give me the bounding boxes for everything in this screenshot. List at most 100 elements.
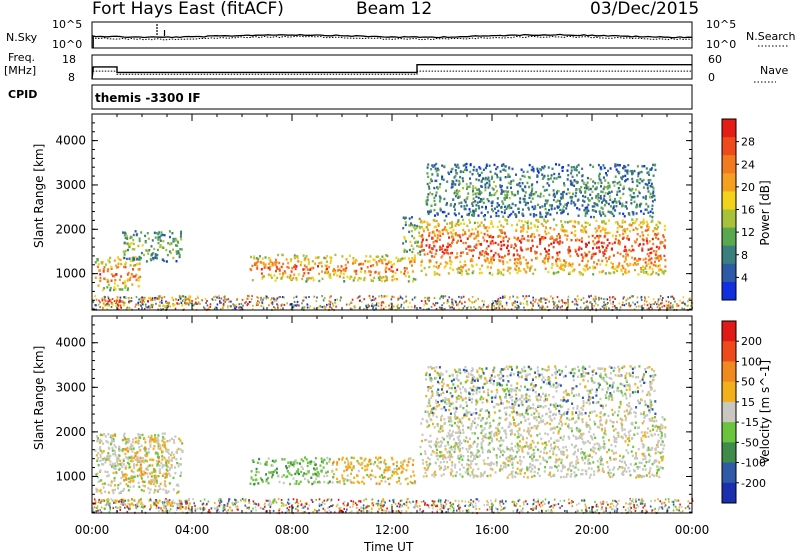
- data-cell: [379, 467, 381, 470]
- data-cell: [646, 187, 649, 190]
- data-cell: [625, 271, 628, 274]
- data-cell: [245, 300, 247, 303]
- data-cell: [468, 299, 471, 302]
- data-cell: [313, 467, 315, 470]
- data-cell: [514, 300, 516, 303]
- data-cell: [624, 268, 627, 271]
- data-cell: [526, 239, 529, 242]
- data-cell: [462, 218, 465, 222]
- data-cell: [442, 295, 445, 298]
- data-cell: [175, 298, 177, 301]
- data-cell: [403, 272, 406, 275]
- data-cell: [555, 453, 558, 457]
- data-cell: [644, 257, 647, 260]
- data-cell: [138, 499, 141, 502]
- data-cell: [457, 271, 460, 274]
- data-cell: [544, 203, 546, 206]
- data-cell: [114, 279, 117, 282]
- data-cell: [594, 187, 597, 191]
- data-cell: [664, 259, 667, 262]
- data-cell: [329, 273, 332, 276]
- data-cell: [490, 266, 492, 269]
- data-cell: [603, 198, 606, 202]
- data-cell: [334, 299, 336, 301]
- data-cell: [541, 215, 544, 219]
- data-cell: [274, 261, 277, 264]
- data-cell: [653, 227, 656, 230]
- data-cell: [99, 449, 102, 452]
- data-cell: [649, 303, 652, 306]
- data-cell: [464, 231, 466, 234]
- data-cell: [119, 296, 122, 299]
- data-cell: [610, 261, 613, 264]
- data-cell: [614, 165, 617, 168]
- data-cell: [622, 232, 624, 236]
- data-cell: [121, 472, 124, 475]
- data-cell: [450, 231, 453, 234]
- data-cell: [322, 299, 325, 302]
- data-cell: [562, 190, 565, 194]
- data-cell: [474, 463, 477, 466]
- data-cell: [640, 202, 643, 205]
- data-cell: [657, 273, 660, 276]
- data-cell: [571, 175, 574, 178]
- data-cell: [469, 170, 472, 174]
- data-cell: [568, 191, 571, 195]
- data-cell: [516, 192, 519, 195]
- data-cell: [451, 306, 453, 309]
- data-cell: [583, 181, 586, 185]
- data-cell: [607, 202, 610, 206]
- data-cell: [436, 229, 439, 232]
- data-cell: [444, 295, 447, 298]
- data-cell: [619, 252, 622, 256]
- data-cell: [298, 304, 300, 307]
- data-cell: [584, 225, 587, 229]
- data-cell: [588, 250, 591, 254]
- data-cell: [449, 260, 452, 263]
- data-cell: [422, 237, 424, 240]
- data-cell: [325, 462, 328, 465]
- data-cell: [658, 246, 661, 249]
- data-cell: [403, 306, 405, 309]
- data-cell: [400, 471, 403, 474]
- data-cell: [264, 256, 267, 259]
- data-cell: [545, 254, 548, 257]
- data-cell: [519, 178, 522, 181]
- data-cell: [147, 450, 150, 454]
- data-cell: [603, 307, 605, 310]
- data-cell: [369, 264, 372, 268]
- data-cell: [166, 450, 169, 453]
- data-cell: [103, 266, 106, 269]
- data-cell: [235, 305, 238, 308]
- data-cell: [402, 216, 405, 219]
- data-cell: [566, 234, 569, 238]
- data-cell: [577, 254, 580, 257]
- data-cell: [369, 462, 372, 465]
- data-cell: [350, 472, 353, 475]
- data-cell: [465, 414, 468, 418]
- data-cell: [127, 287, 130, 290]
- data-cell: [114, 445, 117, 449]
- data-cell: [561, 264, 564, 267]
- data-cell: [412, 247, 415, 250]
- data-cell: [493, 163, 496, 167]
- data-cell: [132, 275, 135, 278]
- data-cell: [491, 236, 493, 239]
- data-cell: [551, 167, 554, 170]
- data-cell: [544, 199, 547, 202]
- data-cell: [614, 238, 617, 241]
- data-cell: [178, 302, 180, 305]
- data-cell: [250, 255, 252, 259]
- data-cell: [158, 499, 161, 502]
- data-cell: [124, 448, 127, 451]
- data-cell: [562, 301, 564, 304]
- data-cell: [616, 230, 619, 233]
- data-cell: [328, 458, 331, 461]
- data-cell: [259, 462, 262, 465]
- data-cell: [168, 468, 171, 471]
- data-cell: [539, 192, 542, 195]
- data-cell: [463, 207, 466, 211]
- data-cell: [588, 199, 590, 202]
- data-cell: [606, 187, 609, 190]
- data-cell: [361, 463, 364, 466]
